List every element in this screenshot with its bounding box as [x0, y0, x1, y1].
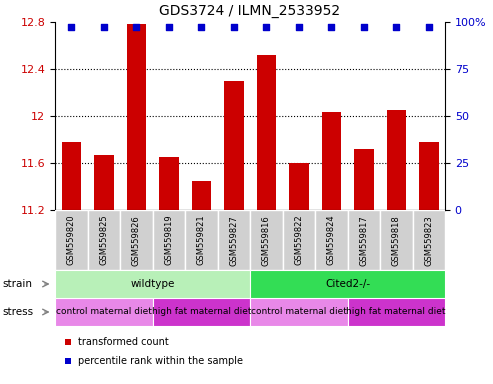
Point [425, 24, 433, 30]
Bar [55, 298, 152, 326]
Text: GSM559817: GSM559817 [359, 215, 368, 266]
Bar [224, 81, 244, 210]
Point [262, 24, 270, 30]
Text: GSM559822: GSM559822 [294, 215, 303, 265]
Text: percentile rank within the sample: percentile rank within the sample [78, 356, 243, 366]
Bar [127, 24, 146, 210]
Bar [348, 298, 445, 326]
Bar [65, 339, 71, 345]
Text: strain: strain [2, 279, 33, 289]
Text: GSM559825: GSM559825 [99, 215, 108, 265]
Text: control maternal diet: control maternal diet [251, 308, 347, 316]
Point [295, 24, 303, 30]
Point [230, 24, 238, 30]
Bar [321, 113, 341, 210]
Bar [348, 210, 380, 270]
Bar [354, 149, 374, 210]
Point [165, 24, 173, 30]
Point [132, 24, 140, 30]
Text: GSM559827: GSM559827 [229, 215, 238, 266]
Bar [55, 270, 250, 298]
Bar [380, 210, 413, 270]
Bar [250, 298, 348, 326]
Text: wildtype: wildtype [130, 279, 175, 289]
Bar [152, 298, 250, 326]
Bar [250, 270, 445, 298]
Bar [159, 157, 178, 210]
Point [392, 24, 400, 30]
Title: GDS3724 / ILMN_2533952: GDS3724 / ILMN_2533952 [159, 4, 341, 18]
Point [360, 24, 368, 30]
Text: GSM559826: GSM559826 [132, 215, 141, 266]
Bar [185, 210, 217, 270]
Bar [191, 180, 211, 210]
Text: transformed count: transformed count [78, 337, 169, 347]
Bar [315, 210, 348, 270]
Text: GSM559820: GSM559820 [67, 215, 76, 265]
Text: GSM559819: GSM559819 [164, 215, 173, 265]
Bar [152, 210, 185, 270]
Bar [387, 110, 406, 210]
Text: GSM559823: GSM559823 [424, 215, 433, 266]
Bar [120, 210, 152, 270]
Point [68, 24, 75, 30]
Text: Cited2-/-: Cited2-/- [325, 279, 370, 289]
Bar [87, 210, 120, 270]
Bar [289, 163, 309, 210]
Bar [413, 210, 445, 270]
Bar [419, 142, 438, 210]
Text: control maternal diet: control maternal diet [56, 308, 152, 316]
Text: GSM559821: GSM559821 [197, 215, 206, 265]
Text: GSM559816: GSM559816 [262, 215, 271, 266]
Bar [256, 55, 276, 210]
Bar [282, 210, 315, 270]
Point [197, 24, 205, 30]
Text: high fat maternal diet: high fat maternal diet [151, 308, 251, 316]
Point [100, 24, 107, 30]
Bar [55, 210, 87, 270]
Text: GSM559818: GSM559818 [392, 215, 401, 266]
Bar [250, 210, 282, 270]
Text: stress: stress [2, 307, 34, 317]
Bar [217, 210, 250, 270]
Bar [62, 142, 81, 210]
Bar [94, 155, 113, 210]
Text: GSM559824: GSM559824 [327, 215, 336, 265]
Point [327, 24, 335, 30]
Bar [65, 359, 71, 364]
Text: high fat maternal diet: high fat maternal diet [347, 308, 446, 316]
